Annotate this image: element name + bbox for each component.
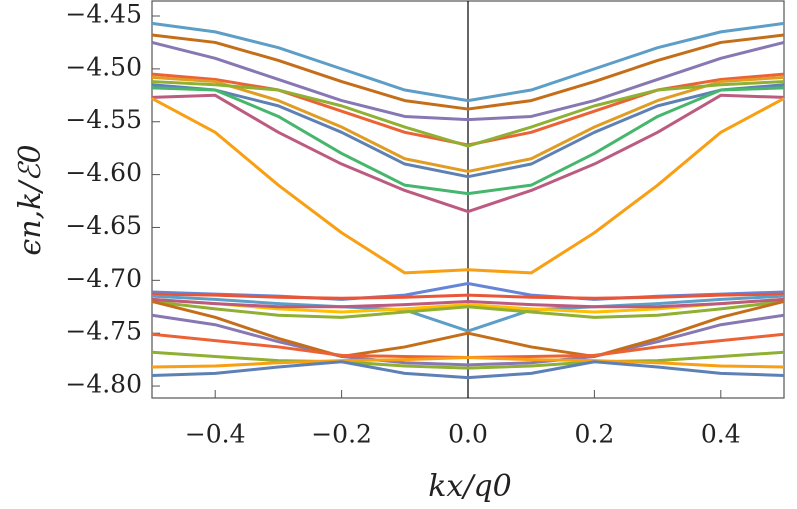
band-line <box>151 40 785 122</box>
band-line <box>151 313 785 367</box>
band-line <box>151 33 785 111</box>
x-tick-label: 0.4 <box>701 420 741 449</box>
band-line <box>151 292 785 300</box>
band-line <box>151 97 785 275</box>
band-line <box>151 350 785 370</box>
y-tick-label: −4.75 <box>65 317 142 346</box>
band-line <box>151 360 785 380</box>
band-line <box>151 356 785 369</box>
band-line <box>151 300 785 358</box>
band-line <box>151 294 785 333</box>
band-line <box>151 80 785 148</box>
y-tick-label: −4.80 <box>65 370 142 399</box>
band-line <box>151 86 785 196</box>
x-tick-label: 0.2 <box>575 420 615 449</box>
band-line <box>151 93 785 214</box>
y-tick-label: −4.45 <box>65 0 142 29</box>
band-line <box>151 75 785 173</box>
x-tick-label: −0.4 <box>185 420 246 449</box>
y-tick-label: −4.50 <box>65 52 142 81</box>
x-tick-label: 0.0 <box>448 420 488 449</box>
y-tick-label: −4.70 <box>65 264 142 293</box>
y-axis-label: ϵn,k/ℰ0 <box>13 144 48 255</box>
x-axis-label: kx/q0 <box>428 469 512 504</box>
y-tick-label: −4.60 <box>65 158 142 187</box>
y-tick-label: −4.65 <box>65 211 142 240</box>
band-line <box>151 83 785 179</box>
x-tick-label: −0.2 <box>311 420 372 449</box>
y-tick-label: −4.55 <box>65 105 142 134</box>
band-line <box>151 297 785 309</box>
band-line <box>151 21 785 103</box>
band-line <box>151 299 785 319</box>
